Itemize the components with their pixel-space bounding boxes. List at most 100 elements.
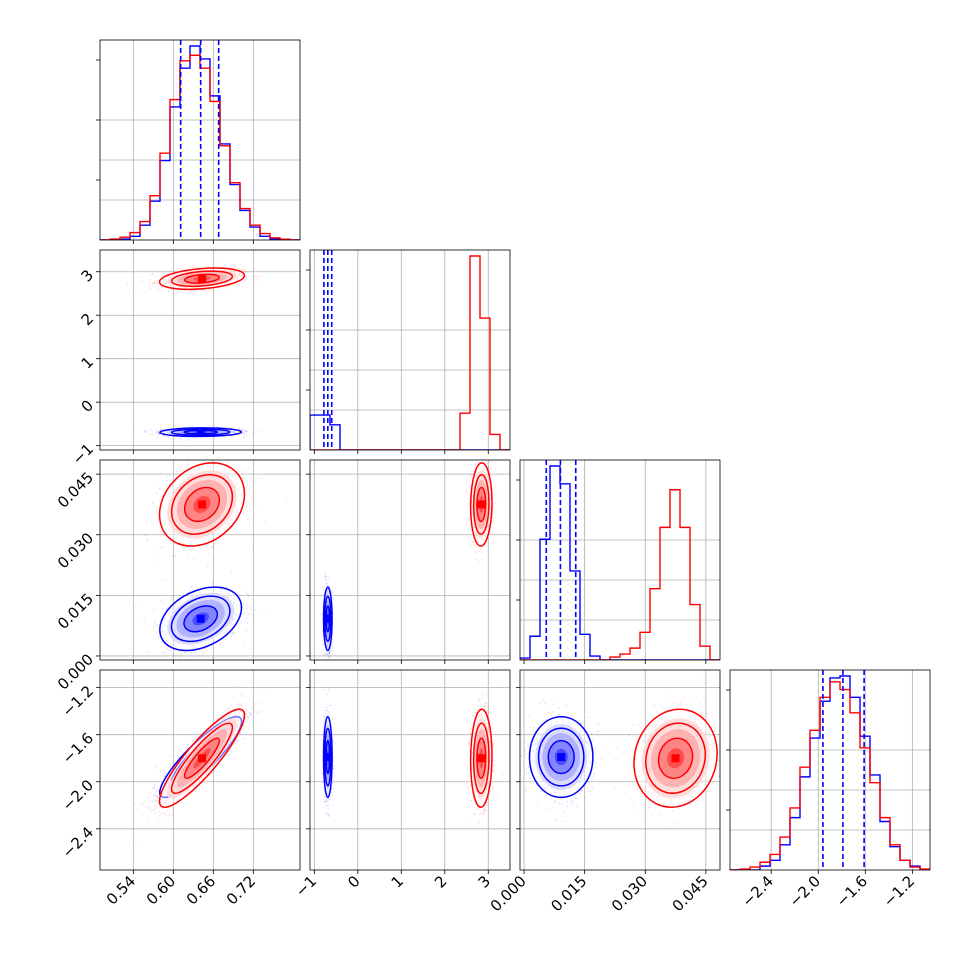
sample-point bbox=[235, 431, 238, 434]
sample-point bbox=[286, 499, 289, 502]
sample-point bbox=[242, 492, 245, 495]
sample-point bbox=[235, 533, 238, 536]
sample-point bbox=[160, 274, 163, 277]
sample-point bbox=[152, 626, 155, 629]
sample-point bbox=[159, 618, 162, 621]
sample-point bbox=[211, 658, 214, 660]
sample-point bbox=[165, 280, 168, 283]
sample-point bbox=[475, 473, 478, 476]
sample-point bbox=[249, 608, 251, 610]
sample-point bbox=[144, 290, 147, 293]
sample-point bbox=[211, 656, 214, 659]
sample-point bbox=[191, 594, 194, 597]
sample-point bbox=[172, 607, 175, 610]
sample-point bbox=[328, 652, 331, 654]
sample-point bbox=[200, 537, 203, 540]
sample-point bbox=[234, 604, 237, 607]
sample-point bbox=[246, 514, 249, 517]
sample-point bbox=[241, 275, 243, 277]
sample-point bbox=[173, 269, 176, 272]
sample-point bbox=[207, 548, 209, 551]
sample-point bbox=[246, 621, 249, 624]
panel-frame bbox=[99, 459, 301, 661]
sample-point bbox=[243, 269, 245, 272]
sample-point bbox=[260, 429, 263, 432]
sample-point bbox=[465, 491, 468, 494]
sample-point bbox=[235, 431, 238, 434]
sample-point bbox=[235, 615, 238, 617]
sample-point bbox=[329, 656, 331, 659]
sample-point bbox=[480, 464, 483, 467]
sample-point bbox=[164, 430, 167, 433]
sample-point bbox=[160, 599, 162, 602]
sample-point bbox=[234, 430, 236, 433]
sample-point bbox=[226, 593, 229, 596]
sample-point bbox=[161, 286, 164, 289]
sample-point bbox=[204, 537, 207, 540]
sample-point bbox=[324, 578, 327, 581]
sample-point bbox=[223, 470, 226, 473]
sample-point bbox=[196, 266, 199, 269]
sample-point bbox=[186, 555, 189, 558]
sample-point bbox=[190, 289, 193, 292]
sample-point bbox=[182, 542, 185, 545]
sample-point bbox=[226, 269, 229, 272]
sample-point bbox=[159, 534, 162, 537]
sample-point bbox=[472, 471, 475, 474]
sample-point bbox=[240, 276, 243, 279]
sample-point bbox=[327, 651, 330, 654]
sample-point bbox=[487, 524, 490, 527]
sample-point bbox=[327, 590, 330, 593]
sample-point bbox=[233, 613, 236, 616]
sample-point bbox=[163, 630, 165, 633]
sample-point bbox=[234, 265, 237, 268]
sample-point bbox=[473, 480, 476, 483]
sample-point bbox=[180, 646, 183, 648]
sample-point bbox=[196, 436, 198, 439]
density-peak-1 bbox=[198, 274, 206, 283]
sample-point bbox=[246, 593, 249, 595]
sample-point bbox=[223, 589, 226, 592]
sample-point bbox=[327, 656, 330, 659]
sample-point bbox=[235, 483, 238, 486]
sample-point bbox=[223, 283, 226, 286]
sample-point bbox=[227, 460, 230, 463]
sample-point bbox=[168, 474, 171, 477]
sample-point bbox=[187, 474, 190, 477]
sample-point bbox=[326, 584, 329, 587]
sample-point bbox=[170, 289, 173, 292]
sample-point bbox=[326, 588, 329, 591]
sample-point bbox=[126, 282, 128, 285]
sample-point bbox=[196, 550, 199, 552]
sample-point bbox=[202, 652, 205, 655]
sample-point bbox=[190, 471, 193, 474]
sample-point bbox=[489, 460, 492, 463]
sample-point bbox=[248, 487, 250, 490]
sample-point bbox=[223, 288, 226, 290]
contour-0 bbox=[325, 605, 331, 633]
sample-point bbox=[230, 624, 232, 627]
sample-point bbox=[240, 269, 243, 271]
sample-point bbox=[165, 620, 168, 623]
sample-point bbox=[134, 606, 137, 608]
sample-point bbox=[498, 498, 501, 501]
sample-point bbox=[242, 431, 245, 434]
sample-point bbox=[171, 596, 174, 599]
panel-frame bbox=[99, 249, 301, 451]
sample-point bbox=[192, 558, 195, 561]
sample-point bbox=[143, 431, 146, 433]
sample-point bbox=[242, 274, 244, 277]
sample-point bbox=[204, 647, 207, 650]
sample-point bbox=[325, 592, 328, 594]
sample-point bbox=[240, 281, 243, 284]
sample-point bbox=[156, 491, 158, 494]
sample-point bbox=[146, 534, 148, 537]
sample-point bbox=[163, 288, 166, 290]
sample-point bbox=[328, 652, 331, 655]
sample-point bbox=[188, 589, 191, 591]
sample-point bbox=[165, 282, 167, 285]
sample-point bbox=[246, 275, 249, 278]
sample-point bbox=[486, 472, 489, 475]
sample-point bbox=[228, 269, 230, 272]
sample-point bbox=[231, 460, 234, 462]
